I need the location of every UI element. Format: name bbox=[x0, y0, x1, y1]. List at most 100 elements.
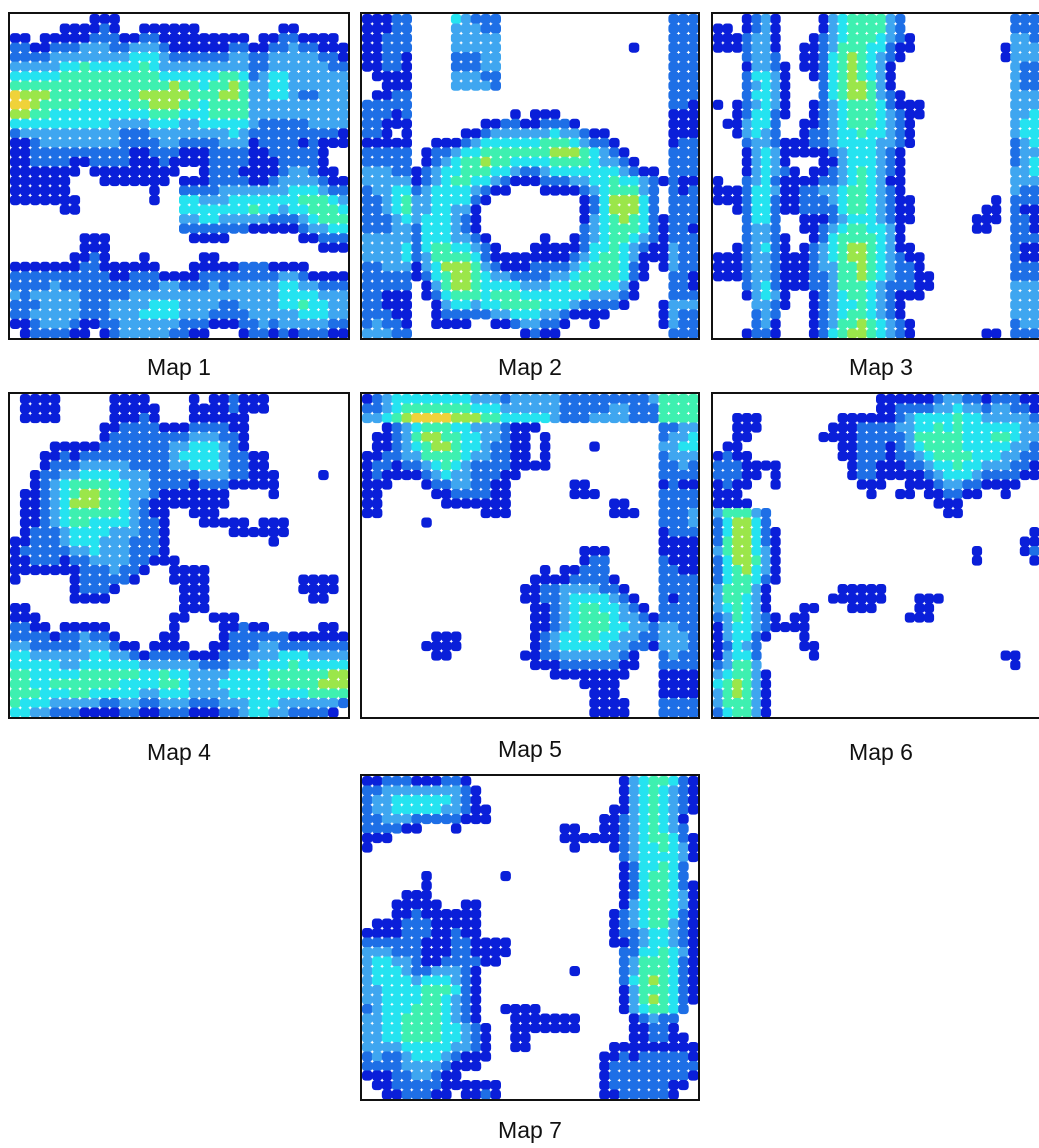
heat-cell bbox=[1010, 403, 1021, 414]
heat-cell bbox=[480, 185, 492, 196]
heat-cell bbox=[10, 261, 21, 272]
heat-cell bbox=[99, 328, 110, 338]
heat-cell bbox=[278, 328, 289, 338]
heat-cell bbox=[668, 23, 679, 34]
heat-cell bbox=[208, 489, 220, 500]
heat-cell bbox=[678, 975, 689, 986]
heat-cell bbox=[99, 242, 110, 253]
heat-cell bbox=[278, 195, 289, 206]
heat-cell bbox=[10, 622, 21, 633]
heat-cell bbox=[866, 413, 877, 424]
heat-cell bbox=[722, 536, 733, 547]
heat-cell bbox=[441, 147, 452, 158]
heat-cell bbox=[208, 223, 220, 234]
heat-cell bbox=[648, 176, 660, 187]
heat-cell bbox=[480, 432, 492, 443]
heat-cell bbox=[29, 128, 41, 139]
heat-cell bbox=[713, 536, 724, 547]
heat-cell bbox=[618, 641, 630, 652]
heat-cell bbox=[885, 90, 896, 101]
heat-cell bbox=[658, 1004, 669, 1015]
heat-cell bbox=[381, 966, 393, 977]
heat-cell bbox=[10, 631, 21, 642]
heat-cell bbox=[618, 871, 630, 882]
heat-cell bbox=[371, 833, 383, 844]
heat-cell bbox=[751, 128, 762, 139]
heat-cell bbox=[480, 299, 492, 310]
heat-cell bbox=[751, 71, 762, 82]
heat-cell bbox=[530, 299, 541, 310]
heat-cell bbox=[391, 176, 403, 187]
heat-cell bbox=[69, 679, 81, 690]
heat-cell bbox=[318, 679, 329, 690]
heat-cell bbox=[129, 403, 140, 414]
heat-cell bbox=[338, 309, 348, 320]
heat-cell bbox=[732, 261, 743, 272]
heat-cell bbox=[470, 966, 482, 977]
heat-cell bbox=[599, 128, 610, 139]
heat-cell bbox=[338, 214, 348, 225]
heat-cell bbox=[450, 42, 462, 53]
heat-cell bbox=[688, 622, 698, 633]
heat-cell bbox=[589, 223, 600, 234]
heat-cell bbox=[59, 185, 71, 196]
heat-cell bbox=[539, 1023, 551, 1034]
heat-cell bbox=[904, 479, 915, 490]
heat-cell bbox=[328, 641, 339, 652]
heat-cell bbox=[569, 823, 580, 834]
heat-cell bbox=[1019, 52, 1030, 63]
heat-cell bbox=[480, 195, 492, 206]
heat-cell bbox=[618, 776, 630, 787]
heat-cell bbox=[500, 413, 511, 424]
heat-cell bbox=[198, 61, 210, 72]
heat-cell bbox=[751, 565, 762, 576]
heat-cell bbox=[109, 137, 120, 148]
heat-cell bbox=[678, 290, 689, 301]
heat-cell bbox=[559, 413, 571, 424]
heat-cell bbox=[188, 156, 200, 167]
heat-cell bbox=[188, 71, 200, 82]
heat-cell bbox=[847, 204, 858, 215]
heat-cell bbox=[49, 669, 61, 680]
heat-cell bbox=[39, 71, 51, 82]
heat-cell bbox=[228, 631, 240, 642]
heat-cell bbox=[638, 928, 650, 939]
heat-cell bbox=[668, 223, 679, 234]
heat-cell bbox=[559, 185, 571, 196]
heat-cell bbox=[609, 707, 620, 717]
heat-cell bbox=[688, 252, 698, 263]
heat-cell bbox=[179, 574, 190, 585]
heat-cell bbox=[688, 176, 698, 187]
heat-cell bbox=[362, 52, 373, 63]
heat-cell bbox=[119, 394, 130, 405]
heat-cell bbox=[208, 498, 220, 509]
heat-cell bbox=[618, 899, 630, 910]
heat-cell bbox=[460, 966, 472, 977]
heat-cell bbox=[362, 166, 373, 177]
heat-cell bbox=[149, 71, 160, 82]
heat-cell bbox=[678, 166, 689, 177]
heat-cell bbox=[149, 536, 160, 547]
heat-cell bbox=[914, 441, 925, 452]
heat-cell bbox=[688, 460, 698, 471]
heat-cell bbox=[818, 214, 829, 225]
heat-cell bbox=[268, 147, 279, 158]
heat-cell bbox=[79, 33, 91, 44]
heat-cell bbox=[579, 309, 590, 320]
heat-cell bbox=[119, 536, 130, 547]
heat-cell bbox=[510, 1013, 521, 1024]
heat-cell bbox=[208, 271, 220, 282]
heat-cell bbox=[470, 52, 482, 63]
heat-cell bbox=[668, 271, 679, 282]
heat-cell bbox=[760, 14, 772, 25]
heat-cell bbox=[49, 99, 61, 110]
heat-cell bbox=[609, 1051, 620, 1062]
heat-cell bbox=[579, 631, 590, 642]
heat-cell bbox=[328, 52, 339, 63]
heat-cell bbox=[770, 71, 781, 82]
heat-cell bbox=[169, 99, 180, 110]
heat-cell bbox=[441, 641, 452, 652]
heat-cell bbox=[678, 679, 689, 690]
heat-cell bbox=[628, 928, 640, 939]
heat-cell bbox=[29, 479, 41, 490]
